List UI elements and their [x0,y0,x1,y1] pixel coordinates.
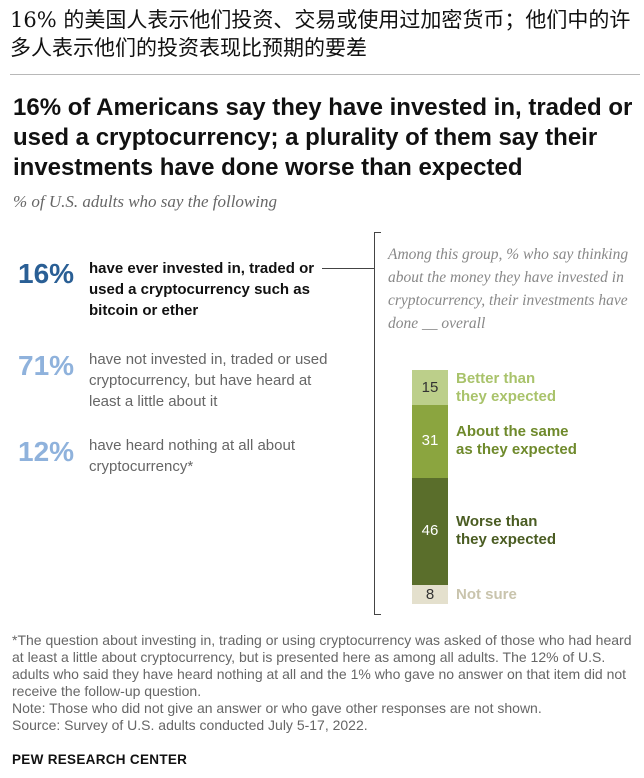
bar-value-same: 31 [421,432,439,450]
stat-heard-not-invested-pct: 71% [18,350,75,381]
group-note: Among this group, % who say thinking abo… [388,246,629,332]
bar-label-same: About the same as they expected [456,423,577,459]
bar-label-worse: Worse than they expected [456,513,557,549]
bar-segment-worse [412,477,448,586]
stacked-bar [412,370,448,604]
footnote-asterisk: *The question about investing in, tradin… [12,632,632,699]
bar-value-not-sure: 8 [425,585,435,603]
source-credit: PEW RESEARCH CENTER [12,752,188,767]
stat-heard-nothing-pct: 12% [18,436,75,467]
bar-segment-same [412,405,448,478]
footnotes: *The question about investing in, tradin… [12,632,640,734]
chart-title: 16% of Americans say they have invested … [13,94,633,181]
bar-segment-better [412,370,448,406]
stat-invested-pct: 16% [18,258,75,289]
stat-heard-nothing-text: have heard nothing at all about cryptocu… [89,437,295,475]
connector-line [322,268,374,269]
footnote-source: Source: Survey of U.S. adults conducted … [12,717,368,733]
stat-invested-text: have ever invested in, traded or used a … [89,260,315,319]
bar-label-not-sure: Not sure [456,585,517,603]
chart-subtitle: % of U.S. adults who say the following [13,192,277,211]
chinese-title: 16% 的美国人表示他们投资、交易或使用过加密货币；他们中的许多人表示他们的投资… [10,8,631,60]
title-divider [10,74,640,75]
bar-value-better: 15 [421,378,439,396]
group-bracket [374,232,381,615]
footnote-note: Note: Those who did not give an answer o… [12,700,542,716]
bar-segment-not-sure [412,585,448,604]
bar-label-better: Better than they expected [456,369,557,405]
bar-value-worse: 46 [421,522,439,540]
stat-heard-not-invested-text: have not invested in, traded or used cry… [89,351,328,410]
